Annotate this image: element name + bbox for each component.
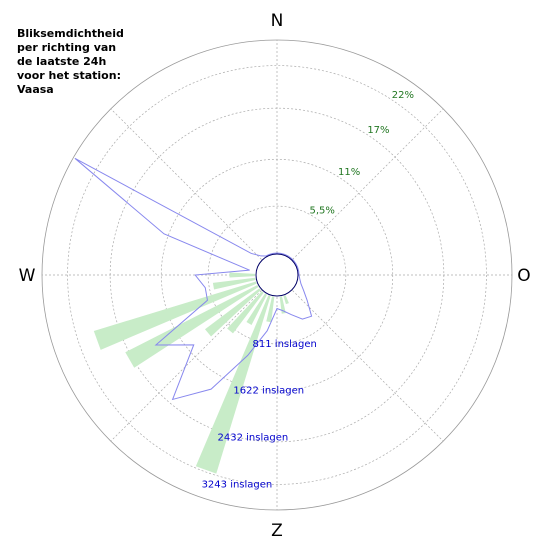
grid-ring bbox=[160, 158, 394, 392]
percent-tick-label: 22% bbox=[392, 90, 414, 101]
grid-ring bbox=[67, 65, 487, 485]
percent-tick-label: 11% bbox=[338, 167, 360, 178]
percent-bar bbox=[204, 288, 261, 337]
percent-bar bbox=[279, 296, 286, 314]
percent-tick-label: 17% bbox=[367, 125, 389, 136]
percent-bar bbox=[246, 293, 268, 325]
direction-label: Z bbox=[271, 521, 283, 541]
percent-bar bbox=[93, 281, 257, 350]
count-tick-label: 811 inslagen bbox=[253, 339, 317, 350]
count-tick-label: 3243 inslagen bbox=[202, 479, 273, 490]
direction-label: O bbox=[517, 266, 530, 286]
center-hole bbox=[255, 253, 299, 297]
count-tick-label: 1622 inslagen bbox=[233, 386, 304, 397]
chart-title: Bliksemdichtheid per richting van de laa… bbox=[17, 27, 124, 96]
percent-bar bbox=[229, 272, 256, 278]
spoke bbox=[292, 290, 444, 442]
spoke bbox=[110, 290, 262, 442]
percent-bar bbox=[227, 291, 264, 334]
grid-ring bbox=[207, 205, 347, 345]
direction-label: W bbox=[19, 266, 36, 286]
direction-label: N bbox=[271, 11, 284, 31]
percent-bar bbox=[195, 295, 271, 474]
count-line bbox=[74, 157, 313, 401]
percent-tick-label: 5,5% bbox=[310, 205, 335, 216]
spoke bbox=[292, 108, 444, 260]
percent-bar bbox=[212, 277, 256, 290]
percent-bar bbox=[125, 284, 259, 368]
grid-ring bbox=[109, 107, 445, 443]
percent-bar bbox=[266, 296, 275, 323]
spoke bbox=[110, 108, 262, 260]
percent-bar bbox=[283, 295, 289, 305]
count-tick-label: 2432 inslagen bbox=[218, 433, 289, 444]
